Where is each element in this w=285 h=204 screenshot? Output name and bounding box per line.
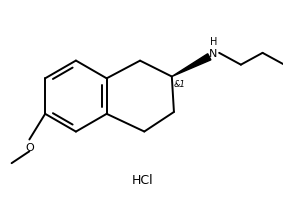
Text: HCl: HCl xyxy=(132,174,154,186)
Text: N: N xyxy=(209,49,217,59)
Text: H: H xyxy=(209,37,217,47)
Polygon shape xyxy=(172,54,211,77)
Text: O: O xyxy=(25,143,34,153)
Text: &1: &1 xyxy=(174,80,186,89)
